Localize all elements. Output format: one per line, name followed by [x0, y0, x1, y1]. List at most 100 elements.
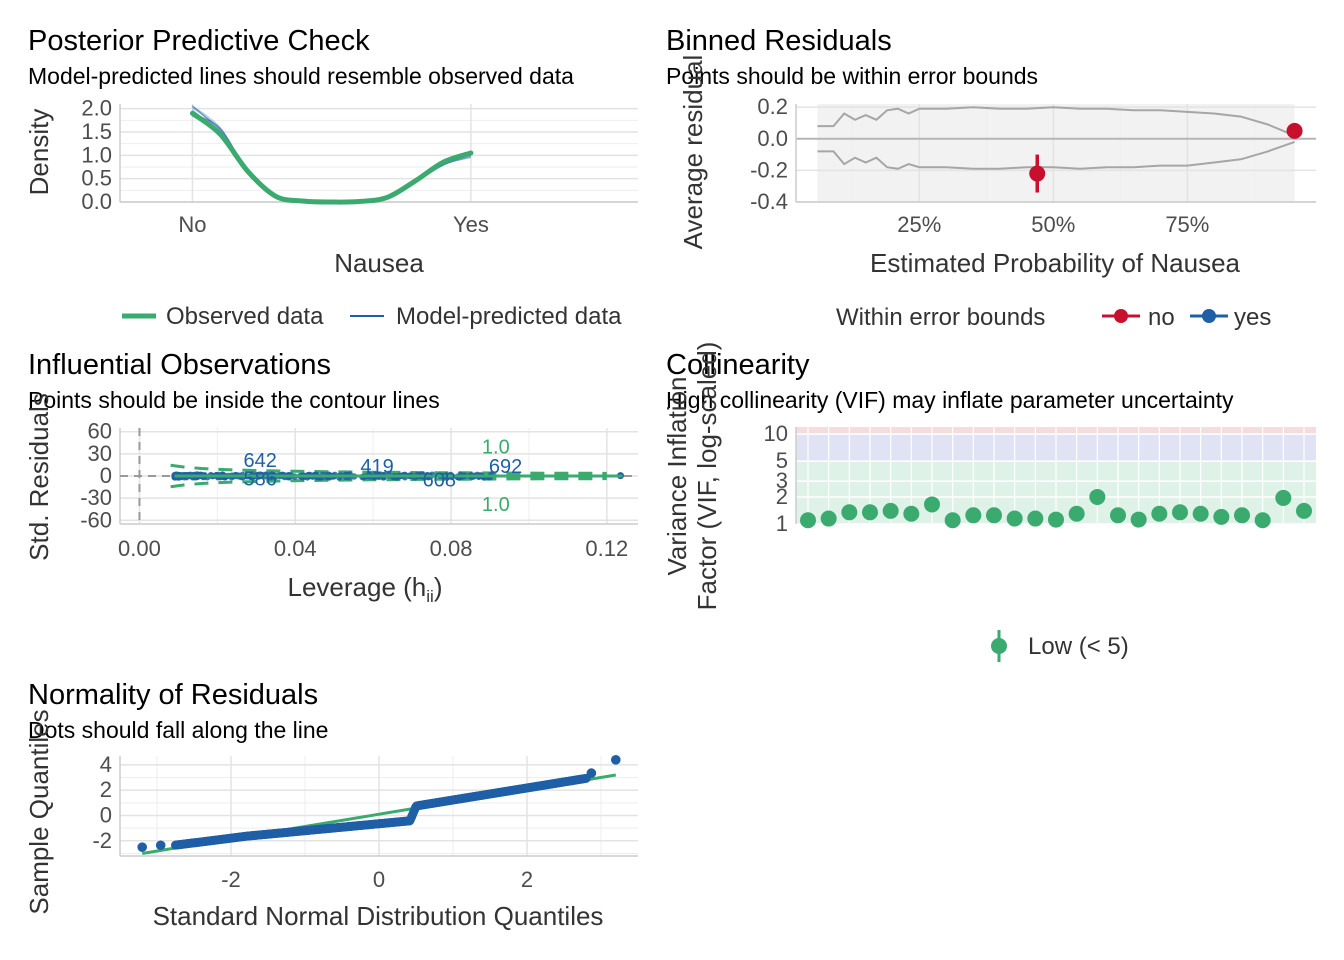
influential-x-axis-title-close: ): [434, 572, 443, 602]
collinearity-y-tick-label: 3: [776, 468, 788, 493]
legend-key-yes-dot: [1202, 309, 1216, 323]
collinearity-y-axis-title-line1: Variance Inflation: [662, 377, 692, 576]
binned-y-tick-label: 0.2: [757, 94, 788, 119]
influential-panel: Influential Observations Points should b…: [24, 349, 638, 606]
binned-upper-bound: [817, 106, 1295, 137]
binned-x-axis-title: Estimated Probability of Nausea: [870, 248, 1241, 278]
normality-y-axis-title: Sample Quantiles: [24, 709, 54, 914]
ppc-y-tick-label: 1.0: [81, 142, 112, 167]
influential-x-tick-label: 0.08: [430, 536, 473, 561]
collinearity-point: [924, 496, 940, 513]
ppc-y-tick-label: 0.0: [81, 189, 112, 214]
collinearity-point: [944, 512, 961, 529]
collinearity-point: [1172, 504, 1188, 521]
legend-key-low-dot: [991, 638, 1007, 654]
collinearity-legend: Low (< 5): [991, 630, 1129, 662]
binned-y-tick-label: -0.2: [750, 157, 788, 182]
normality-point: [137, 842, 147, 852]
collinearity-point: [800, 512, 816, 529]
ppc-marks: [189, 105, 474, 205]
normality-y-tick-label: 0: [100, 802, 112, 827]
influential-title: Influential Observations: [28, 349, 331, 381]
influential-x-axis-title-main: Leverage (h: [288, 572, 427, 602]
influential-point-label: 419: [360, 456, 393, 478]
binned-panel: Binned Residuals Points should be within…: [666, 25, 1316, 331]
ppc-panel: Posterior Predictive Check Model-predict…: [24, 25, 638, 330]
binned-point: [1286, 122, 1303, 139]
legend-label-low: Low (< 5): [1028, 633, 1129, 660]
influential-x-axis-title-sub: ii: [426, 587, 434, 606]
collinearity-point: [1275, 489, 1292, 506]
collinearity-point: [1151, 505, 1168, 522]
binned-y-tick-label: 0.0: [757, 126, 788, 151]
influential-x-tick-label: 0.04: [274, 536, 317, 561]
legend-label-yes: yes: [1234, 304, 1271, 331]
ppc-x-tick-label: No: [178, 212, 206, 237]
influential-x-axis-title: Leverage (hii): [288, 572, 443, 606]
collinearity-title: Collinearity: [666, 349, 810, 381]
influential-point-label: 642: [244, 450, 277, 472]
ppc-title: Posterior Predictive Check: [28, 25, 370, 57]
normality-x-tick-label: -2: [221, 867, 241, 892]
collinearity-point: [1296, 502, 1312, 519]
collinearity-point: [1048, 511, 1064, 528]
ppc-y-tick-label: 1.5: [81, 119, 112, 144]
legend-key-no-dot: [1114, 309, 1128, 323]
influential-y-axis-title: Std. Residuals: [24, 393, 54, 561]
normality-y-tick-label: 2: [100, 777, 112, 802]
collinearity-marks: [800, 488, 1312, 529]
ppc-x-tick-label: Yes: [453, 212, 489, 237]
normality-subtitle: Dots should fall along the line: [28, 717, 328, 743]
binned-subtitle: Points should be within error bounds: [666, 63, 1038, 89]
influential-y-tick-label: -60: [80, 507, 112, 532]
influential-subtitle: Points should be inside the contour line…: [28, 387, 440, 413]
binned-shaded-range: [817, 104, 1295, 202]
influential-x-tick-label: 0.12: [585, 536, 628, 561]
ppc-subtitle: Model-predicted lines should resemble ob…: [28, 63, 574, 89]
collinearity-point: [1006, 510, 1023, 527]
influential-y-tick-label: -30: [80, 485, 112, 510]
collinearity-panel: Collinearity High collinearity (VIF) may…: [662, 342, 1316, 662]
collinearity-y-tick-label: 2: [776, 484, 788, 509]
influential-y-tick-label: 0: [100, 463, 112, 488]
normality-x-axis-title: Standard Normal Distribution Quantiles: [153, 901, 604, 931]
binned-x-tick-label: 50%: [1031, 212, 1075, 237]
collinearity-y-tick-label: 10: [764, 421, 788, 446]
influential-point-label: 586: [244, 469, 277, 491]
ppc-predicted-line: [192, 113, 472, 203]
normality-x-tick-label: 0: [373, 867, 385, 892]
influential-cook-contour-lower: [170, 477, 607, 489]
legend-label-predicted: Model-predicted data: [396, 303, 622, 330]
ppc-predicted-line: [192, 115, 472, 203]
ppc-predicted-line: [192, 113, 472, 203]
binned-lower-bound: [817, 140, 1295, 170]
legend-label-no: no: [1148, 304, 1175, 331]
collinearity-point: [820, 510, 837, 527]
influential-gridlines: [119, 428, 638, 525]
binned-x-tick-label: 75%: [1165, 212, 1209, 237]
collinearity-point: [986, 507, 1002, 524]
binned-tick-labels: -0.4 -0.2 0.0 0.2 25% 50% 75%: [750, 94, 1209, 237]
influential-y-tick-label: 60: [88, 419, 112, 444]
legend-label-observed: Observed data: [166, 303, 324, 330]
normality-point: [611, 754, 621, 765]
normality-y-tick-label: -2: [92, 828, 112, 853]
collinearity-point: [862, 504, 878, 521]
binned-title: Binned Residuals: [666, 25, 892, 57]
collinearity-point: [1192, 505, 1209, 522]
collinearity-point: [882, 502, 899, 519]
binned-gridlines: [795, 104, 1316, 203]
normality-y-tick-label: 4: [100, 752, 112, 777]
influential-point-label: 692: [489, 456, 522, 478]
normality-panel: Normality of Residuals Dots should fall …: [24, 679, 638, 931]
collinearity-point: [841, 504, 858, 521]
binned-legend-title: Within error bounds: [836, 304, 1045, 331]
ppc-predicted-line: [192, 113, 472, 203]
collinearity-y-axis-title-line2: Factor (VIF, log-scaled): [692, 342, 722, 611]
influential-contour-label: 1.0: [482, 436, 510, 458]
collinearity-point: [903, 505, 920, 522]
